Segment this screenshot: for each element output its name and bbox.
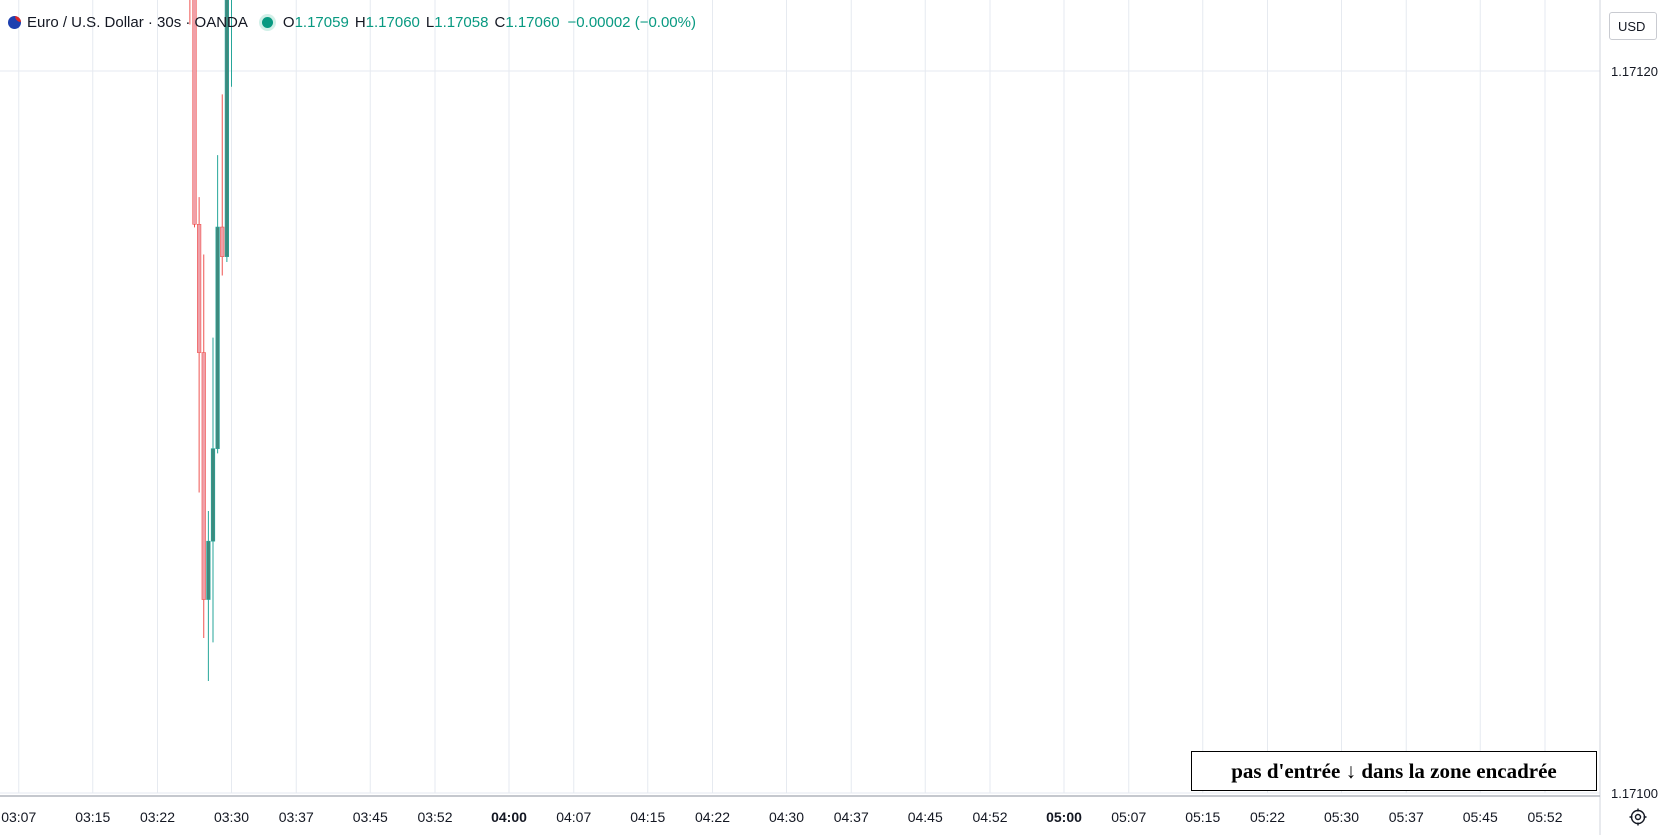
y-tick-label: 1.17100 xyxy=(1611,786,1658,801)
high-label: H xyxy=(354,13,366,31)
x-tick-label: 05:22 xyxy=(1250,809,1285,825)
x-tick-label: 04:37 xyxy=(834,809,869,825)
candle-body xyxy=(215,226,220,449)
x-tick-label: 03:07 xyxy=(1,809,36,825)
legend: Euro / U.S. Dollar · 30s · OANDA O 1.1705… xyxy=(8,11,696,33)
x-tick-label: 04:07 xyxy=(556,809,591,825)
price-axis[interactable]: 1.171001.171201.171401.171601.171801.172… xyxy=(0,0,1665,801)
x-tick-label: 03:15 xyxy=(75,809,110,825)
x-tick-label: 05:52 xyxy=(1527,809,1562,825)
symbol-title[interactable]: Euro / U.S. Dollar · 30s · OANDA xyxy=(27,13,248,31)
candles xyxy=(189,0,232,682)
currency-button[interactable]: USD xyxy=(1609,12,1657,40)
candle-body xyxy=(210,448,216,542)
x-tick-label: 03:45 xyxy=(353,809,388,825)
x-tick-label: 04:52 xyxy=(972,809,1007,825)
open-value: 1.17059 xyxy=(294,13,349,31)
x-tick-label: 04:45 xyxy=(908,809,943,825)
change-value: −0.00002 (−0.00%) xyxy=(567,13,696,31)
settings-gear-icon[interactable] xyxy=(1628,807,1648,827)
eur-usd-flag-icon xyxy=(8,15,21,29)
market-open-icon xyxy=(261,16,273,28)
open-label: O xyxy=(282,13,295,31)
candle-body xyxy=(224,0,229,257)
x-tick-label: 05:37 xyxy=(1389,809,1424,825)
x-tick-label: 05:00 xyxy=(1046,809,1082,825)
low-value: 1.17058 xyxy=(434,13,489,31)
x-tick-label: 03:52 xyxy=(417,809,452,825)
candle-body xyxy=(206,540,211,600)
candle-body xyxy=(197,224,202,353)
candle-body xyxy=(220,226,225,257)
candle-body xyxy=(192,0,197,225)
time-axis[interactable]: 03:07 03:15 03:22 03:30 03:37 03:45 03:52 04:00… xyxy=(1,809,1562,825)
annotation-note: pas d'entrée ↓ dans la zone encadrée xyxy=(1191,751,1597,791)
x-tick-label: 05:30 xyxy=(1324,809,1359,825)
x-tick-label: 05:07 xyxy=(1111,809,1146,825)
x-tick-label: 04:22 xyxy=(695,809,730,825)
close-value: 1.17060 xyxy=(505,13,560,31)
low-label: L xyxy=(425,13,435,31)
grid-lines xyxy=(0,0,1601,835)
close-label: C xyxy=(494,13,506,31)
x-tick-label: 04:15 xyxy=(630,809,665,825)
y-tick-label: 1.17120 xyxy=(1611,64,1658,79)
high-value: 1.17060 xyxy=(365,13,420,31)
x-tick-label: 04:30 xyxy=(769,809,804,825)
x-tick-label: 03:37 xyxy=(279,809,314,825)
candle-body xyxy=(201,352,206,600)
x-tick-label: 05:15 xyxy=(1185,809,1220,825)
x-tick-label: 05:45 xyxy=(1463,809,1498,825)
x-tick-label: 03:30 xyxy=(214,809,249,825)
x-tick-label: 04:00 xyxy=(491,809,527,825)
x-tick-label: 03:22 xyxy=(140,809,175,825)
